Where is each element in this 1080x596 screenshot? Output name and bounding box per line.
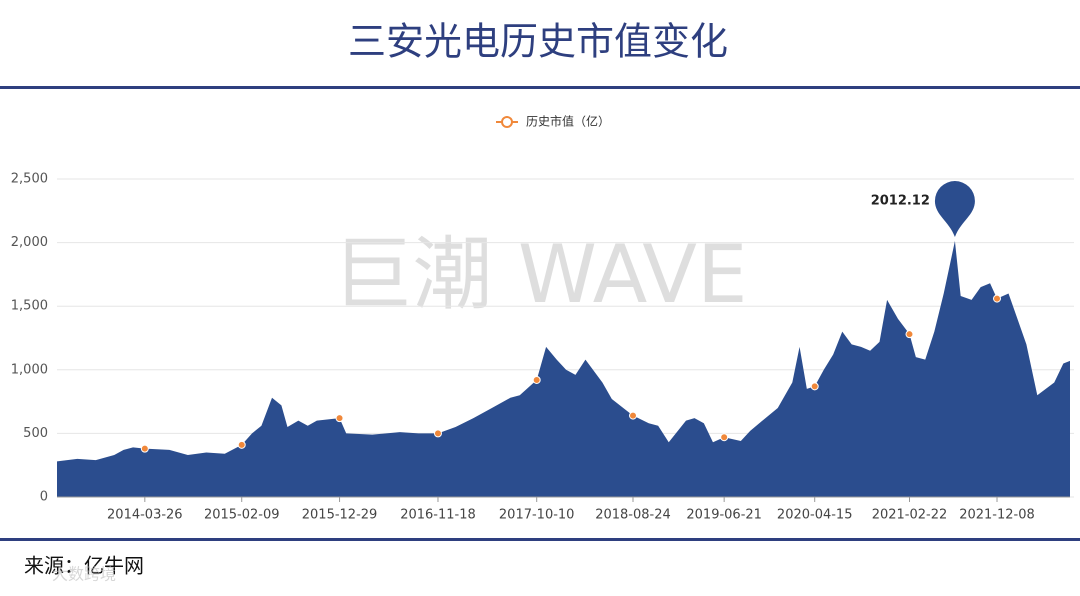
point-marker (905, 330, 914, 339)
chart-title: 三安光电历史市值变化 (348, 20, 728, 64)
point-marker (629, 411, 638, 420)
footer-watermark: 大数跨境 (52, 565, 116, 584)
watermark: 巨潮 WAVE (332, 228, 747, 321)
x-tick-label: 2014-03-26 (107, 508, 183, 523)
y-tick-label: 500 (23, 426, 48, 441)
point-marker (993, 294, 1002, 303)
divider (0, 86, 1080, 89)
x-tick-label: 2016-11-18 (400, 508, 476, 523)
x-tick-label: 2020-04-15 (777, 508, 853, 523)
annotation-pin (934, 181, 975, 238)
x-tick-label: 2018-08-24 (595, 508, 671, 523)
y-tick-label: 2,500 (11, 172, 48, 187)
x-tick-label: 2021-12-08 (959, 508, 1035, 523)
y-tick-label: 1,000 (11, 362, 48, 377)
legend-marker (501, 116, 513, 128)
x-tick-label: 2017-10-10 (499, 508, 575, 523)
point-marker (433, 429, 442, 438)
point-marker (140, 444, 149, 453)
x-tick-label: 2015-12-29 (302, 508, 378, 523)
y-tick-label: 1,500 (11, 299, 48, 314)
annotation-label: 2012.12 (871, 194, 930, 209)
point-marker (335, 414, 344, 423)
area (57, 241, 1070, 497)
point-marker (810, 382, 819, 391)
legend-label: 历史市值（亿） (526, 114, 610, 129)
point-marker (532, 375, 541, 384)
source: 来源：亿牛网 (24, 554, 144, 578)
x-tick-label: 2015-02-09 (204, 508, 280, 523)
x-tick-label: 2021-02-22 (872, 508, 948, 523)
y-tick-label: 2,000 (11, 235, 48, 250)
point-marker (237, 440, 246, 449)
x-tick-label: 2019-06-21 (686, 508, 762, 523)
point-marker (720, 433, 729, 442)
y-tick-label: 0 (40, 490, 48, 505)
divider (0, 538, 1080, 541)
